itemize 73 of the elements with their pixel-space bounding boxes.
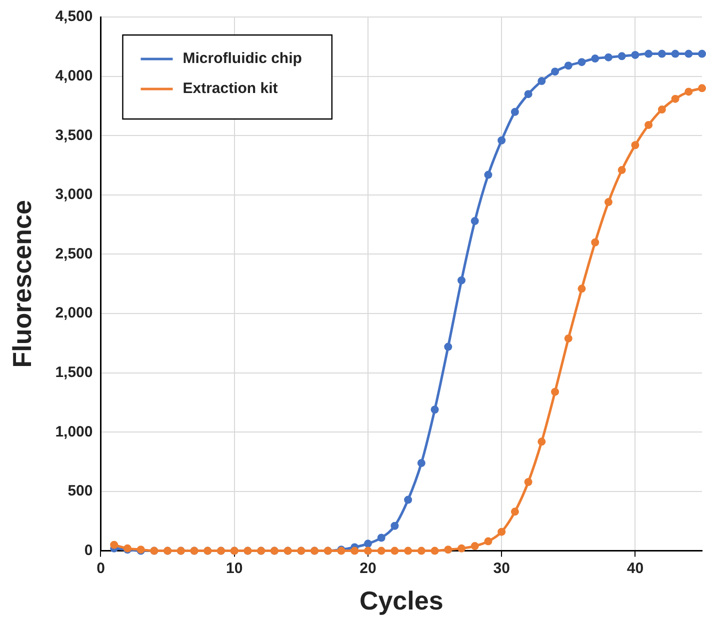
point: [524, 478, 532, 486]
y-tick-label: 0: [84, 542, 93, 559]
point: [457, 276, 466, 284]
point: [644, 50, 653, 58]
point: [498, 528, 506, 536]
x-tick-label: 20: [360, 560, 376, 577]
legend-label: Extraction kit: [182, 80, 278, 98]
point: [430, 406, 439, 414]
point: [457, 544, 466, 552]
point: [551, 68, 560, 76]
point: [470, 217, 479, 226]
point: [364, 546, 372, 555]
point: [658, 106, 666, 114]
point: [564, 334, 572, 342]
point: [470, 542, 479, 550]
y-tick-label: 4,000: [55, 67, 93, 84]
x-tick-label: 10: [226, 560, 243, 577]
point: [377, 534, 386, 542]
y-tick-label: 3,500: [55, 126, 93, 144]
point: [551, 388, 560, 396]
point: [631, 50, 640, 59]
y-axis-title: Fluorescence: [6, 200, 37, 368]
point: [430, 546, 439, 555]
point: [417, 546, 426, 555]
point: [484, 170, 492, 179]
point: [417, 459, 426, 468]
y-tick-label: 4,500: [55, 8, 93, 26]
point: [110, 540, 118, 549]
point: [698, 84, 706, 92]
point: [524, 90, 532, 98]
point: [404, 546, 412, 555]
x-axis-title: Cycles: [359, 586, 444, 616]
point: [618, 166, 626, 174]
point: [684, 50, 693, 58]
point: [538, 438, 546, 446]
point: [444, 546, 452, 554]
point: [404, 496, 412, 504]
point: [390, 522, 399, 530]
point: [591, 238, 600, 246]
x-tick-label: 40: [626, 560, 644, 577]
point: [538, 77, 546, 86]
point: [377, 546, 386, 555]
point: [604, 198, 612, 206]
point: [498, 136, 506, 144]
y-tick-label: 1,000: [55, 423, 93, 440]
point: [671, 50, 680, 58]
point: [658, 50, 666, 58]
y-tick-label: 2,500: [55, 245, 93, 262]
point: [350, 546, 359, 555]
x-tick-label: 30: [493, 560, 510, 577]
point: [484, 537, 492, 546]
point: [591, 54, 600, 63]
point: [671, 94, 680, 103]
point: [604, 53, 612, 62]
point: [618, 52, 626, 60]
point: [578, 284, 586, 293]
point: [510, 108, 519, 116]
point: [631, 141, 640, 150]
y-tick-label: 500: [68, 482, 93, 500]
y-tick-label: 1,500: [55, 364, 93, 382]
point: [510, 508, 519, 516]
point: [684, 88, 693, 96]
legend-label: Microfluidic chip: [182, 50, 302, 68]
point: [364, 540, 372, 548]
point: [564, 62, 572, 70]
point: [698, 50, 706, 58]
x-tick-label: 0: [96, 560, 105, 577]
y-tick-label: 3,000: [55, 186, 93, 204]
point: [578, 58, 586, 66]
point: [444, 342, 452, 351]
point: [644, 120, 653, 129]
y-tick-label: 2,000: [55, 304, 93, 322]
point: [390, 546, 399, 555]
